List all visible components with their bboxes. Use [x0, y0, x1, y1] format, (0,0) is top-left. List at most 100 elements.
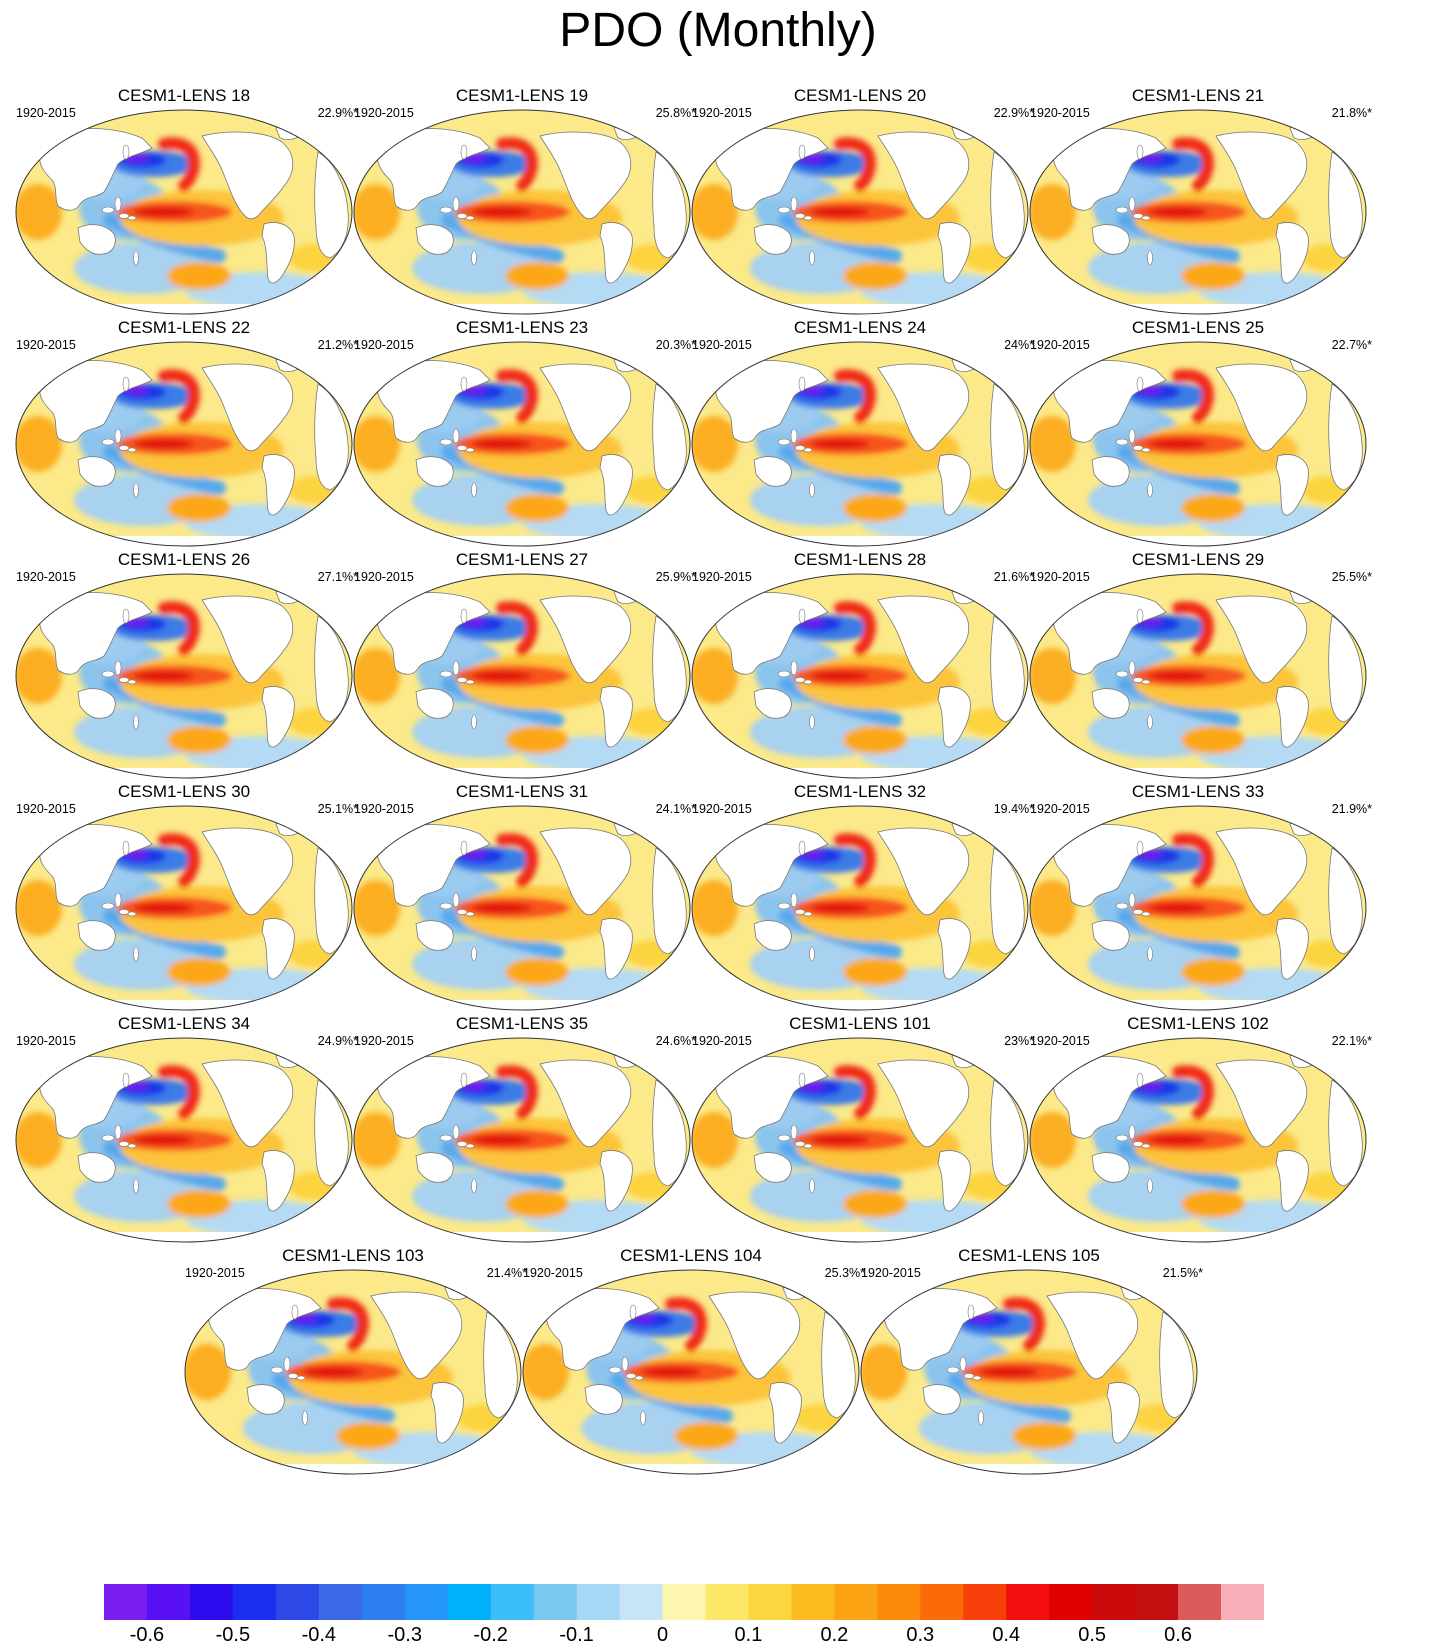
panel-title: CESM1-LENS 25 [1131, 318, 1265, 337]
panel-variance-explained: 24.9%* [317, 1034, 358, 1048]
panel-title: CESM1-LENS 22 [117, 318, 251, 337]
pdo-pattern-map [15, 805, 353, 1011]
panel-title: CESM1-LENS 28 [793, 550, 927, 569]
map-panel: CESM1-LENS 104 1920-2015 25.3%* [513, 1246, 869, 1478]
colorbar-tick-label: -0.4 [301, 1624, 337, 1646]
panel-period: 1920-2015 [16, 338, 76, 352]
panel-title: CESM1-LENS 24 [793, 318, 927, 337]
colorbar-swatch [619, 1584, 663, 1620]
colorbar-swatches [104, 1584, 1265, 1620]
panel-title: CESM1-LENS 27 [455, 550, 589, 569]
map-panel: CESM1-LENS 26 1920-2015 27.1%* [6, 550, 362, 782]
panel-period: 1920-2015 [1030, 802, 1090, 816]
pdo-pattern-map [691, 1037, 1029, 1243]
panel-period: 1920-2015 [16, 1034, 76, 1048]
panel-variance-explained: 22.9%* [317, 106, 358, 120]
pdo-pattern-map [353, 1037, 691, 1243]
map-panel: CESM1-LENS 103 1920-2015 21.4%* [175, 1246, 531, 1478]
pdo-pattern-map [353, 805, 691, 1011]
colorbar-tick-label: 0.5 [1078, 1624, 1107, 1646]
panel-period: 1920-2015 [692, 1034, 752, 1048]
panel-variance-explained: 21.6%* [993, 570, 1034, 584]
map-panel: CESM1-LENS 19 1920-2015 25.8%* [344, 86, 700, 318]
colorbar-swatch [877, 1584, 921, 1620]
panel-variance-explained: 25.8%* [655, 106, 696, 120]
panel-variance-explained: 21.2%* [317, 338, 358, 352]
panel-title: CESM1-LENS 103 [282, 1246, 424, 1265]
colorbar-swatch [834, 1584, 878, 1620]
colorbar-tick-label: 0.2 [820, 1624, 849, 1646]
panel-variance-explained: 21.9%* [1331, 802, 1372, 816]
panel-period: 1920-2015 [16, 570, 76, 584]
map-panel: CESM1-LENS 34 1920-2015 24.9%* [6, 1014, 362, 1246]
panel-variance-explained: 24.6%* [655, 1034, 696, 1048]
colorbar-swatch [1049, 1584, 1093, 1620]
colorbar-swatch [1178, 1584, 1222, 1620]
colorbar-swatch [447, 1584, 492, 1620]
panel-period: 1920-2015 [16, 802, 76, 816]
map-panel: CESM1-LENS 25 1920-2015 22.7%* [1020, 318, 1376, 550]
map-panel: CESM1-LENS 24 1920-2015 24%* [682, 318, 1038, 550]
figure-title: PDO (Monthly) [559, 4, 877, 57]
panel-period: 1920-2015 [1030, 338, 1090, 352]
colorbar-swatch [576, 1584, 620, 1620]
panel-title: CESM1-LENS 31 [455, 782, 589, 801]
panel-variance-explained: 23%* [1004, 1034, 1034, 1048]
colorbar-swatch [1092, 1584, 1136, 1620]
panel-period: 1920-2015 [692, 106, 752, 120]
panel-title: CESM1-LENS 30 [117, 782, 251, 801]
panel-variance-explained: 20.3%* [655, 338, 696, 352]
map-panel: CESM1-LENS 33 1920-2015 21.9%* [1020, 782, 1376, 1014]
pdo-pattern-map [691, 805, 1029, 1011]
panel-period: 1920-2015 [861, 1266, 921, 1280]
pdo-pattern-map [691, 341, 1029, 547]
pdo-pattern-map [1029, 805, 1367, 1011]
colorbar-tick-label: 0.1 [734, 1624, 763, 1646]
panel-period: 1920-2015 [354, 802, 414, 816]
pdo-pattern-map [1029, 573, 1367, 779]
panel-period: 1920-2015 [354, 1034, 414, 1048]
panel-variance-explained: 21.5%* [1162, 1266, 1203, 1280]
panel-title: CESM1-LENS 32 [793, 782, 927, 801]
colorbar-swatch [533, 1584, 577, 1620]
panel-period: 1920-2015 [16, 106, 76, 120]
colorbar-tick-label: -0.6 [129, 1624, 165, 1646]
pdo-pattern-map [860, 1269, 1198, 1475]
panel-period: 1920-2015 [354, 338, 414, 352]
colorbar-swatch [490, 1584, 535, 1620]
pdo-pattern-map [1029, 109, 1367, 315]
map-panel: CESM1-LENS 35 1920-2015 24.6%* [344, 1014, 700, 1246]
colorbar-swatch [189, 1584, 234, 1620]
pdo-pattern-map [184, 1269, 522, 1475]
colorbar-tick-label: 0.3 [906, 1624, 935, 1646]
colorbar-swatch [1006, 1584, 1050, 1620]
colorbar-swatch [104, 1584, 148, 1620]
panel-variance-explained: 22.1%* [1331, 1034, 1372, 1048]
colorbar [104, 1584, 1265, 1625]
panel-variance-explained: 21.4%* [486, 1266, 527, 1280]
map-panel: CESM1-LENS 27 1920-2015 25.9%* [344, 550, 700, 782]
map-panel: CESM1-LENS 23 1920-2015 20.3%* [344, 318, 700, 550]
colorbar-swatch [318, 1584, 363, 1620]
panel-period: 1920-2015 [354, 106, 414, 120]
map-panel: CESM1-LENS 28 1920-2015 21.6%* [682, 550, 1038, 782]
panel-title: CESM1-LENS 26 [117, 550, 251, 569]
pdo-pattern-map [691, 109, 1029, 315]
pdo-pattern-map [15, 1037, 353, 1243]
map-panel: CESM1-LENS 21 1920-2015 21.8%* [1020, 86, 1376, 318]
panel-title: CESM1-LENS 21 [1131, 86, 1265, 105]
panel-period: 1920-2015 [1030, 570, 1090, 584]
panel-title: CESM1-LENS 19 [455, 86, 589, 105]
panel-period: 1920-2015 [185, 1266, 245, 1280]
panel-variance-explained: 25.3%* [824, 1266, 865, 1280]
colorbar-tick-label: -0.2 [473, 1624, 508, 1646]
panel-title: CESM1-LENS 101 [789, 1014, 931, 1033]
pdo-pattern-map [691, 573, 1029, 779]
map-panel: CESM1-LENS 29 1920-2015 25.5%* [1020, 550, 1376, 782]
panel-period: 1920-2015 [692, 802, 752, 816]
panel-period: 1920-2015 [354, 570, 414, 584]
colorbar-swatch [705, 1584, 749, 1620]
panel-title: CESM1-LENS 102 [1127, 1014, 1269, 1033]
panel-variance-explained: 22.7%* [1331, 338, 1372, 352]
pdo-pattern-map [522, 1269, 860, 1475]
